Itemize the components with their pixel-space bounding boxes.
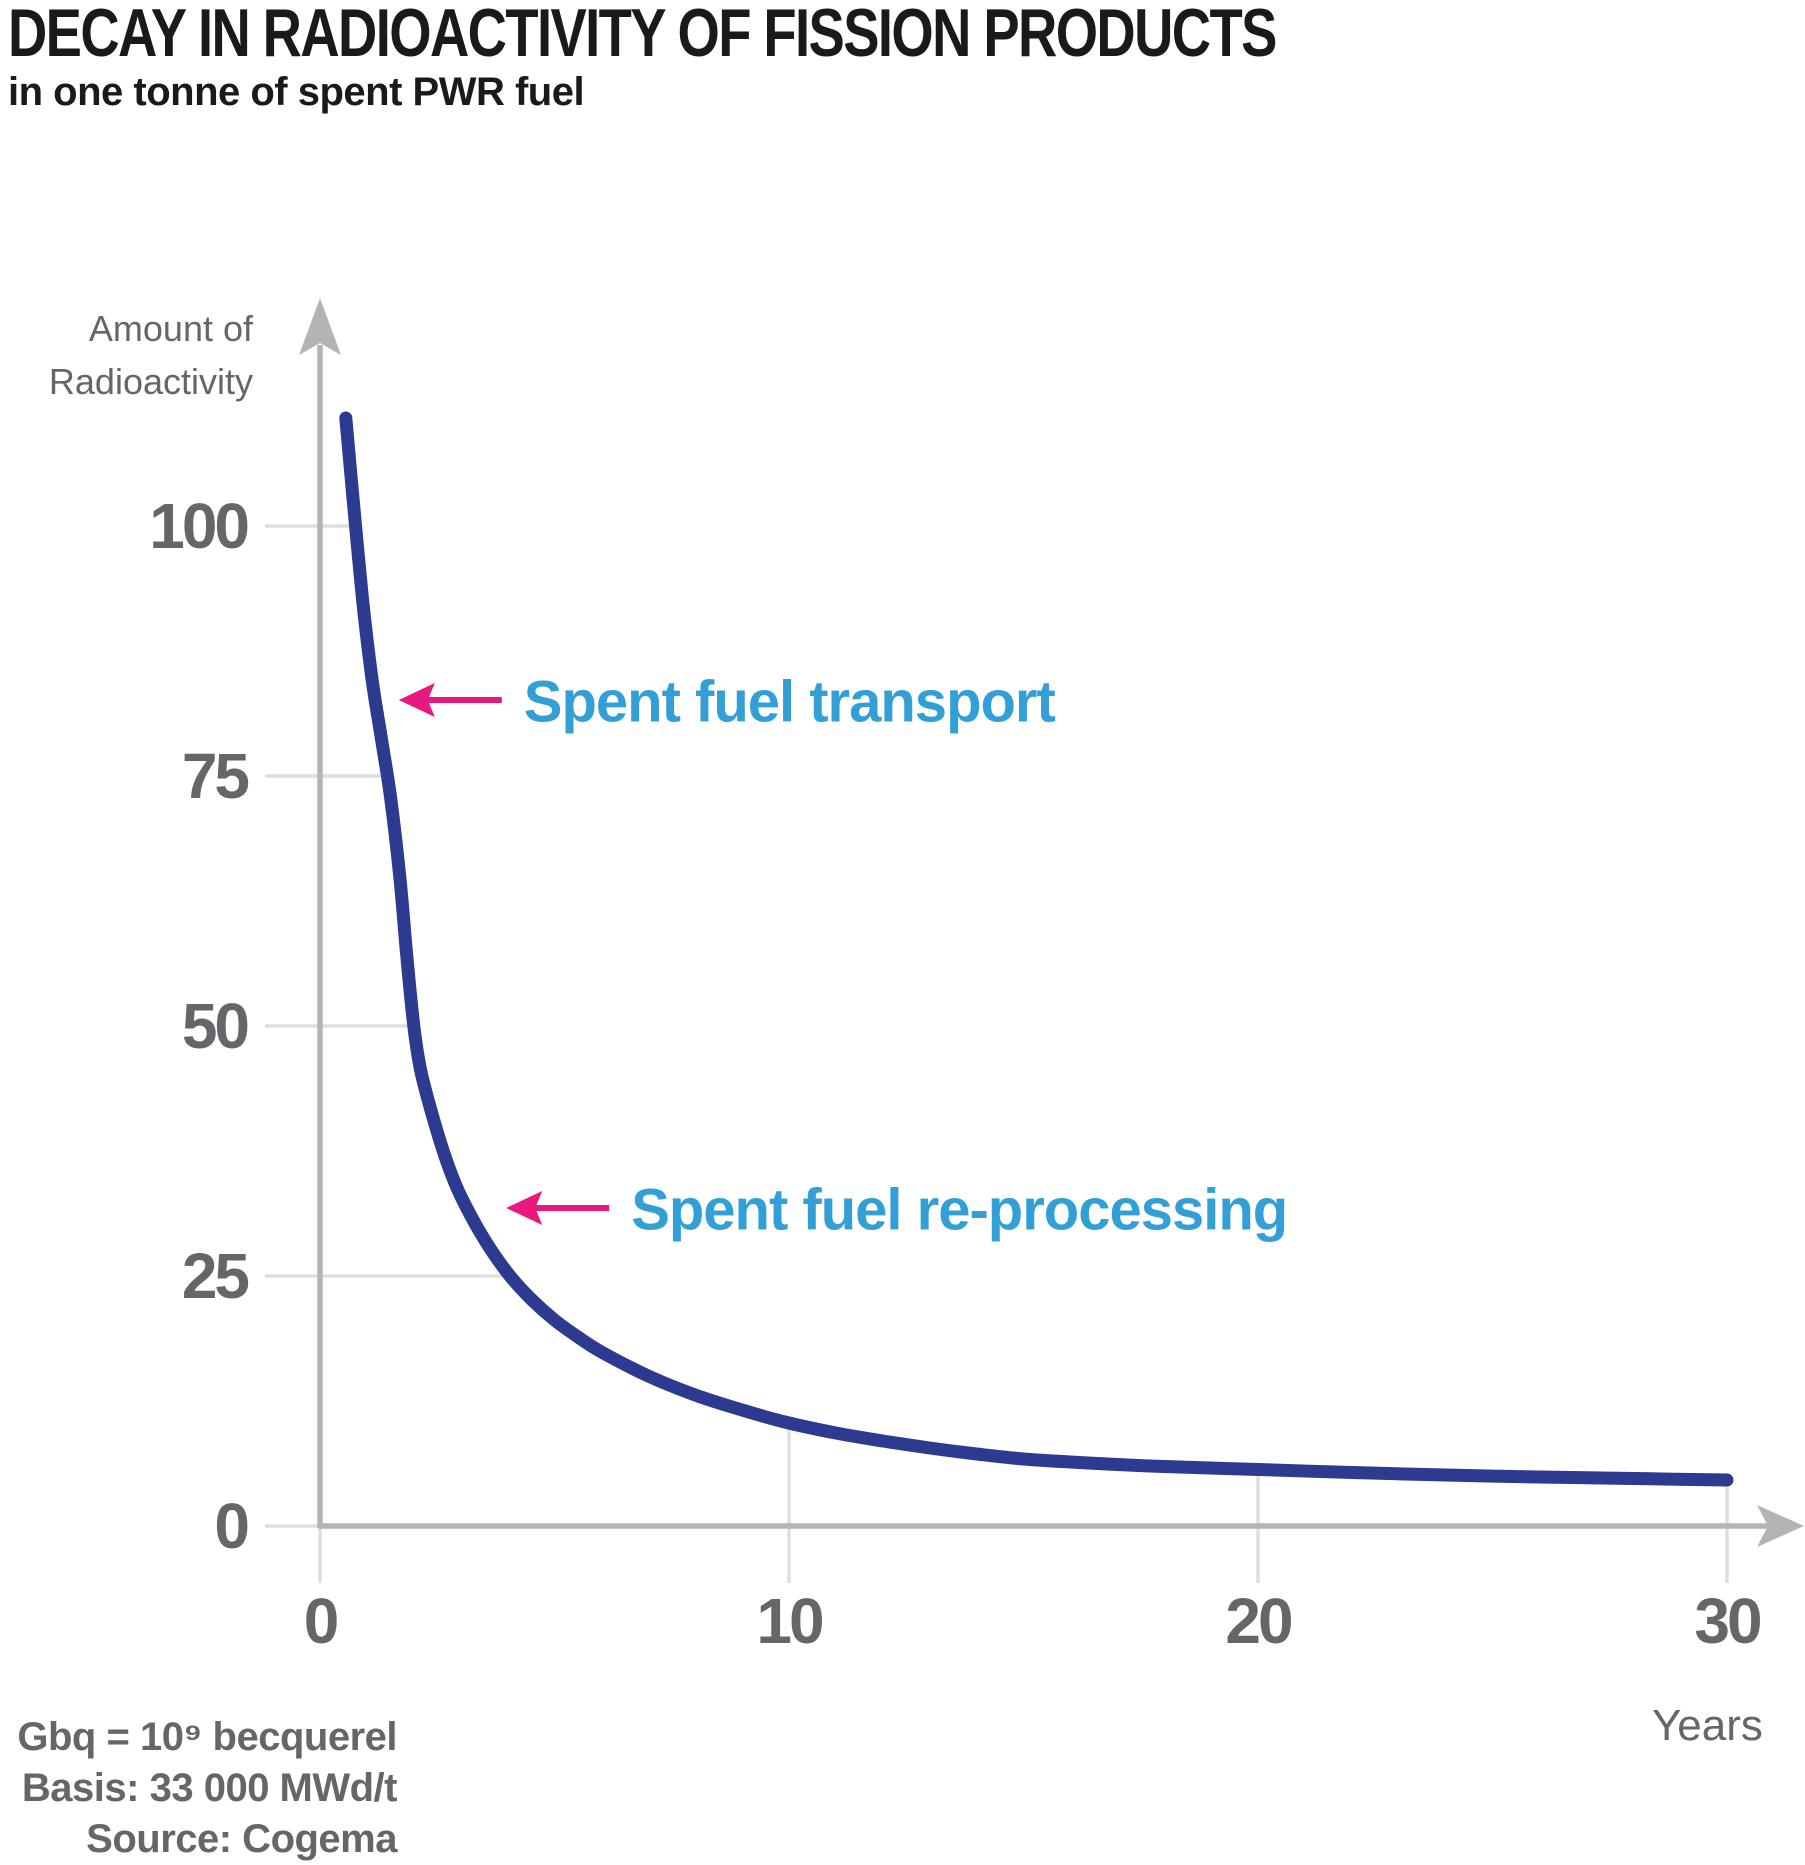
decay-curve [339, 411, 1734, 1487]
x-tick-label: 20 [1225, 1585, 1291, 1657]
y-tick-label: 25 [182, 1240, 249, 1312]
footnote-unit: Gbq = 10⁹ becquerel [17, 1715, 397, 1759]
x-tick-label: 0 [304, 1585, 337, 1657]
chart-title: DECAY IN RADIOACTIVITY OF FISSION PRODUC… [8, 0, 1277, 71]
annotation-arrow-icon [398, 683, 435, 717]
y-tick-label: 50 [182, 990, 248, 1062]
y-tick-label: 0 [214, 1490, 247, 1562]
y-tick-label: 100 [149, 490, 247, 562]
footnote-block: Gbq = 10⁹ becquerel Basis: 33 000 MWd/t … [0, 1712, 397, 1865]
x-tick-label: 30 [1694, 1585, 1760, 1657]
y-axis-title: Amount of Radioactivity [0, 302, 253, 408]
y-axis-title-line2: Radioactivity [48, 361, 253, 402]
y-axis-arrowhead-icon [299, 298, 341, 355]
footnote-basis: Basis: 33 000 MWd/t [21, 1766, 398, 1810]
x-axis-arrowhead-icon [1757, 1505, 1804, 1547]
annotation-arrow-icon [506, 1191, 543, 1225]
annotation-label: Spent fuel transport [524, 670, 1056, 735]
footnote-source: Source: Cogema [86, 1817, 397, 1861]
chart-subtitle: in one tonne of spent PWR fuel [8, 70, 585, 114]
y-axis-title-line1: Amount of [88, 308, 253, 349]
y-tick-label: 75 [182, 740, 249, 812]
x-tick-label: 10 [756, 1585, 822, 1657]
x-axis-title: Years [1652, 1701, 1763, 1750]
annotation-label: Spent fuel re-processing [631, 1178, 1287, 1243]
